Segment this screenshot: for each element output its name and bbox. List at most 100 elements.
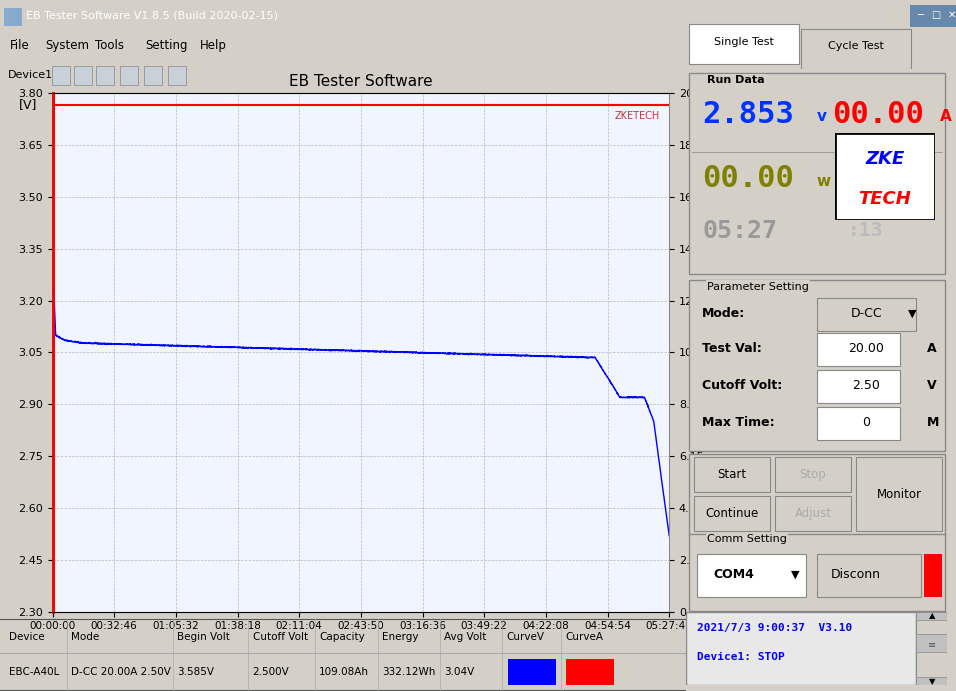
Bar (916, 634, 947, 652)
Text: ✕: ✕ (948, 10, 956, 20)
Text: ▲: ▲ (928, 612, 935, 621)
Text: 2.50: 2.50 (853, 379, 880, 392)
Text: 00.00: 00.00 (833, 100, 924, 129)
Text: System: System (45, 39, 89, 52)
Text: :13: :13 (848, 221, 883, 240)
Text: □: □ (931, 10, 941, 20)
Title: EB Tester Software: EB Tester Software (289, 75, 433, 89)
Text: Cutoff Volt:: Cutoff Volt: (702, 379, 782, 392)
Text: v: v (816, 109, 827, 124)
Text: Cutoff Volt: Cutoff Volt (252, 632, 308, 642)
Bar (775, 495, 851, 531)
Text: Mode: Mode (71, 632, 99, 642)
Bar (923, 553, 943, 597)
Text: Cycle Test: Cycle Test (828, 41, 884, 50)
Bar (694, 495, 770, 531)
Text: Stop: Stop (799, 468, 826, 481)
Text: Single Test: Single Test (714, 37, 773, 47)
Text: Start: Start (718, 468, 747, 481)
Text: M: M (926, 416, 939, 429)
Bar (910, 5, 930, 28)
Text: CurveA: CurveA (565, 632, 603, 642)
Text: Capacity: Capacity (319, 632, 365, 642)
Bar (942, 5, 956, 28)
Bar (144, 66, 162, 86)
Bar (856, 457, 943, 531)
Text: A: A (940, 109, 951, 124)
Bar (816, 553, 922, 597)
Text: ZKETECH: ZKETECH (615, 111, 660, 122)
Text: 05:27: 05:27 (702, 219, 777, 243)
Text: COM4: COM4 (713, 569, 754, 582)
Text: ─: ─ (917, 10, 923, 20)
Text: [A]: [A] (706, 88, 725, 101)
Text: Begin Volt: Begin Volt (177, 632, 230, 642)
Text: ▼: ▼ (791, 570, 799, 580)
Bar (801, 29, 911, 69)
Text: 00.00: 00.00 (702, 164, 793, 193)
Bar (816, 333, 901, 366)
Text: 2.853: 2.853 (702, 100, 793, 129)
Text: 3.585V: 3.585V (177, 667, 214, 676)
Text: Mode:: Mode: (702, 307, 746, 320)
Text: Max Time:: Max Time: (702, 416, 774, 429)
Bar (96, 66, 114, 86)
Text: 20.00: 20.00 (849, 342, 884, 355)
Bar (775, 457, 851, 493)
Text: 3.04V: 3.04V (445, 667, 474, 676)
Text: Disconn: Disconn (831, 569, 881, 582)
Bar (52, 66, 70, 86)
Text: Monitor: Monitor (877, 488, 922, 500)
Text: File: File (10, 39, 30, 52)
Text: Avg Volt: Avg Volt (445, 632, 487, 642)
Text: D-CC 20.00A 2.50V: D-CC 20.00A 2.50V (71, 667, 170, 676)
Bar (566, 659, 615, 685)
Bar (4, 8, 22, 26)
Text: CurveV: CurveV (507, 632, 545, 642)
Text: ZKE: ZKE (865, 151, 904, 169)
Text: Energy: Energy (382, 632, 419, 642)
Bar (816, 370, 901, 404)
Bar (916, 676, 947, 685)
Bar (74, 66, 92, 86)
Bar (508, 659, 556, 685)
Text: 0: 0 (862, 416, 871, 429)
Text: Adjust: Adjust (794, 507, 832, 520)
Bar (816, 407, 901, 440)
Bar (694, 457, 770, 493)
Text: Tools: Tools (95, 39, 124, 52)
Text: Run Data: Run Data (707, 75, 765, 85)
Text: Continue: Continue (706, 507, 759, 520)
Text: Setting: Setting (145, 39, 187, 52)
Bar (686, 612, 916, 685)
Bar (916, 612, 947, 685)
Text: Device1: STOP: Device1: STOP (697, 652, 785, 663)
Bar (816, 298, 916, 331)
Bar (689, 24, 798, 64)
Text: [V]: [V] (19, 99, 37, 111)
Text: Device1: Device1 (8, 70, 54, 79)
Text: ▼: ▼ (908, 308, 917, 319)
Text: 109.08Ah: 109.08Ah (319, 667, 369, 676)
Text: TECH: TECH (858, 189, 911, 208)
Text: EB Tester Software V1.8.5 (Build 2020-02-15): EB Tester Software V1.8.5 (Build 2020-02… (26, 10, 278, 20)
Text: ≡: ≡ (927, 640, 936, 650)
Text: Device: Device (9, 632, 45, 642)
Text: Help: Help (200, 39, 227, 52)
Bar (916, 612, 947, 621)
Text: V: V (926, 379, 936, 392)
Text: EBC-A40L: EBC-A40L (9, 667, 59, 676)
Text: A: A (926, 342, 936, 355)
Text: D-CC: D-CC (851, 307, 882, 320)
Text: ▼: ▼ (928, 676, 935, 685)
Bar (168, 66, 186, 86)
Text: Comm Setting: Comm Setting (707, 534, 787, 545)
Text: 2021/7/3 9:00:37  V3.10: 2021/7/3 9:00:37 V3.10 (697, 623, 852, 633)
Text: Test Val:: Test Val: (702, 342, 762, 355)
Bar (926, 5, 946, 28)
Text: 2.500V: 2.500V (252, 667, 290, 676)
Text: Parameter Setting: Parameter Setting (707, 282, 809, 292)
Text: 332.12Wh: 332.12Wh (382, 667, 436, 676)
Bar (697, 553, 807, 597)
Bar (120, 66, 138, 86)
